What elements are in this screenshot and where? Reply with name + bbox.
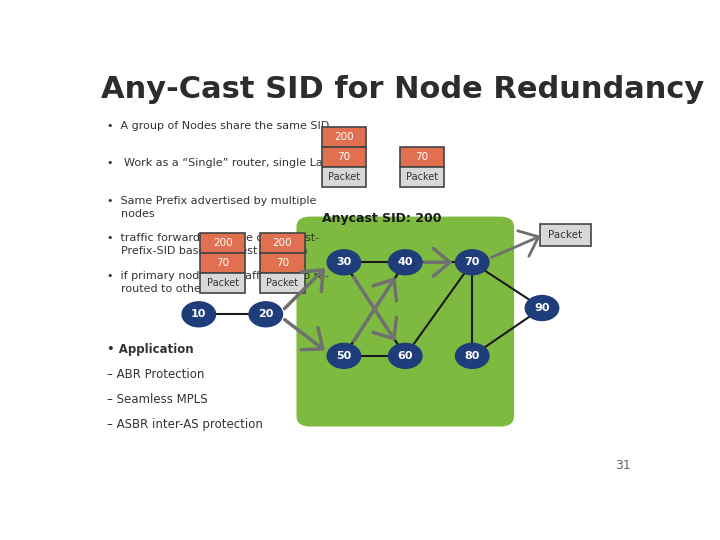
Text: Packet: Packet (328, 172, 360, 181)
Circle shape (327, 343, 361, 368)
Text: 70: 70 (338, 152, 351, 161)
FancyBboxPatch shape (400, 167, 444, 187)
Text: Any-Cast SID for Node Redundancy: Any-Cast SID for Node Redundancy (101, 75, 704, 104)
Text: 90: 90 (534, 303, 550, 313)
Text: Packet: Packet (266, 278, 299, 288)
Circle shape (182, 302, 215, 327)
FancyBboxPatch shape (200, 273, 245, 293)
Circle shape (249, 302, 282, 327)
Text: – ABR Protection: – ABR Protection (107, 368, 204, 381)
Circle shape (389, 343, 422, 368)
FancyBboxPatch shape (200, 253, 245, 273)
Text: 60: 60 (397, 351, 413, 361)
Text: Packet: Packet (207, 278, 239, 288)
FancyBboxPatch shape (322, 127, 366, 147)
Circle shape (389, 250, 422, 275)
Text: 200: 200 (334, 132, 354, 141)
FancyBboxPatch shape (260, 273, 305, 293)
FancyBboxPatch shape (540, 224, 590, 246)
Text: Packet: Packet (549, 230, 582, 240)
FancyBboxPatch shape (322, 167, 366, 187)
FancyBboxPatch shape (260, 233, 305, 253)
FancyBboxPatch shape (400, 147, 444, 167)
Text: 70: 70 (276, 258, 289, 268)
Circle shape (456, 343, 489, 368)
Text: 70: 70 (415, 152, 428, 161)
Text: 70: 70 (464, 257, 480, 267)
Text: – ASBR inter-AS protection: – ASBR inter-AS protection (107, 418, 263, 431)
Text: – Seamless MPLS: – Seamless MPLS (107, 393, 207, 406)
Text: 30: 30 (336, 257, 351, 267)
Circle shape (526, 295, 559, 321)
Text: •  Same Prefix advertised by multiple
    nodes: • Same Prefix advertised by multiple nod… (107, 196, 316, 219)
Text: • Application: • Application (107, 343, 194, 356)
Circle shape (456, 250, 489, 275)
Text: 10: 10 (191, 309, 207, 319)
Text: Anycast SID: 200: Anycast SID: 200 (322, 212, 441, 225)
Text: 31: 31 (616, 460, 631, 472)
Text: •  if primary node fails,traffic is auto re-
    routed to other node: • if primary node fails,traffic is auto … (107, 271, 329, 294)
Text: Packet: Packet (406, 172, 438, 181)
FancyBboxPatch shape (200, 233, 245, 253)
Text: 80: 80 (464, 351, 480, 361)
Text: 200: 200 (213, 238, 233, 248)
FancyBboxPatch shape (322, 147, 366, 167)
Text: 200: 200 (273, 238, 292, 248)
Text: •  A group of Nodes share the same SID: • A group of Nodes share the same SID (107, 121, 329, 131)
Text: 50: 50 (336, 351, 351, 361)
Text: •   Work as a “Single” router, single Label: • Work as a “Single” router, single Labe… (107, 158, 340, 168)
Text: •  traffic forwarded to one of Anycast-
    Prefix-SID based on best IGP Path: • traffic forwarded to one of Anycast- P… (107, 233, 319, 256)
Text: 40: 40 (397, 257, 413, 267)
Text: 70: 70 (216, 258, 230, 268)
Text: 20: 20 (258, 309, 274, 319)
Circle shape (327, 250, 361, 275)
FancyBboxPatch shape (297, 217, 514, 427)
FancyBboxPatch shape (260, 253, 305, 273)
